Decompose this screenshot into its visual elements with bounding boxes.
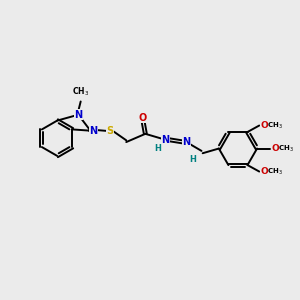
Text: CH$_3$: CH$_3$: [278, 143, 294, 154]
Text: N: N: [74, 110, 83, 120]
Text: H: H: [154, 144, 161, 153]
Text: S: S: [106, 126, 114, 136]
Text: N: N: [182, 137, 190, 147]
Text: CH$_3$: CH$_3$: [267, 167, 283, 177]
Text: O: O: [261, 167, 268, 176]
Text: CH$_3$: CH$_3$: [72, 86, 89, 98]
Text: N: N: [89, 126, 98, 136]
Text: CH$_3$: CH$_3$: [267, 120, 283, 130]
Text: O: O: [272, 144, 280, 153]
Text: H: H: [189, 155, 196, 164]
Text: O: O: [138, 113, 146, 123]
Text: O: O: [261, 121, 268, 130]
Text: N: N: [161, 135, 169, 145]
